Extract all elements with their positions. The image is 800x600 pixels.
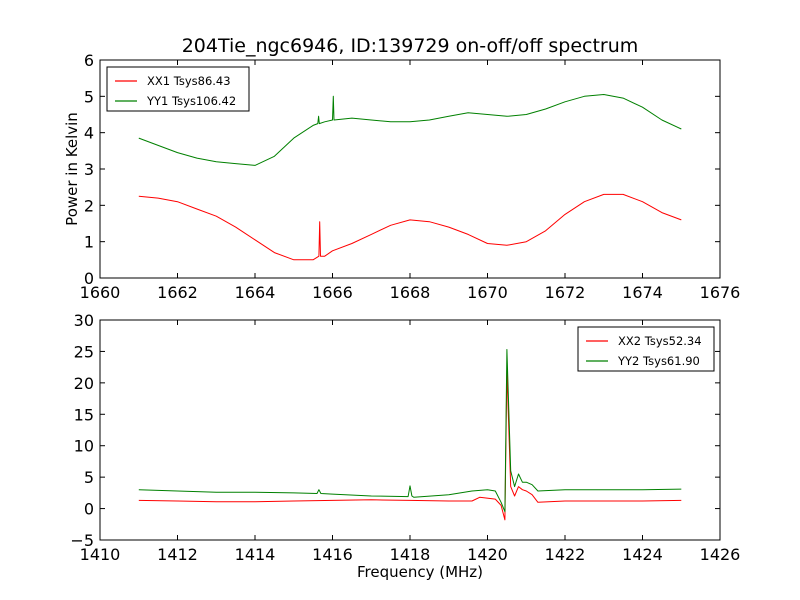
bottom-x-tick-label: 1420 [467, 545, 508, 564]
bottom-series-xx2-line [138, 369, 682, 521]
bottom-x-tick-label: 1422 [545, 545, 586, 564]
top-panel: 1660 1662 1664 1666 1668 1670 1672 1674 1676 0 1 2 3… [63, 51, 740, 302]
figure-title: 204Tie_ngc6946, ID:139729 on-off/off spe… [182, 35, 639, 57]
bottom-legend-box [577, 326, 715, 372]
bottom-y-tick-label: 30 [74, 311, 94, 330]
bottom-y-tick-label: −5 [70, 531, 94, 550]
top-x-tick-label: 1668 [390, 283, 431, 302]
top-y-tick-label: 5 [84, 87, 94, 106]
bottom-y-tick-label: 0 [84, 500, 94, 519]
bottom-y-tick-label: 25 [74, 342, 94, 361]
top-legend-label: XX1 Tsys86.43 [147, 74, 231, 88]
bottom-legend-label: YY2 Tsys61.90 [617, 354, 700, 368]
top-y-tick-label: 6 [84, 51, 94, 70]
bottom-x-tick-label: 1426 [700, 545, 741, 564]
bottom-x-tick-label: 1412 [157, 545, 198, 564]
top-series-xx1-line [138, 193, 682, 261]
top-x-tick-label: 1660 [80, 283, 121, 302]
bottom-series-yy2-line [138, 349, 682, 513]
top-x-tick-label: 1666 [312, 283, 353, 302]
bottom-y-tick-label: 15 [74, 405, 94, 424]
top-x-tick-label: 1662 [157, 283, 198, 302]
top-y-tick-label: 4 [84, 124, 94, 143]
bottom-x-tick-label: 1414 [235, 545, 276, 564]
top-legend-box [106, 66, 250, 112]
top-y-tick-label: 0 [84, 269, 94, 288]
bottom-panel: 1410 1412 1414 1416 1418 1420 1422 1424 1426 −5 0 5… [70, 311, 740, 581]
top-y-tick-label: 2 [84, 196, 94, 215]
bottom-legend-label: XX2 Tsys52.34 [618, 334, 702, 348]
bottom-y-tick-label: 5 [84, 468, 94, 487]
top-x-tick-label: 1664 [235, 283, 276, 302]
top-y-axis-title: Power in Kelvin [63, 112, 81, 226]
bottom-x-tick-label: 1410 [80, 545, 121, 564]
top-y-tick-label: 3 [84, 160, 94, 179]
bottom-y-tick-label: 10 [74, 437, 94, 456]
top-x-tick-label: 1670 [467, 283, 508, 302]
bottom-legend: XX2 Tsys52.34 YY2 Tsys61.90 [577, 326, 715, 372]
bottom-x-tick-label: 1418 [390, 545, 431, 564]
bottom-x-tick-label: 1416 [312, 545, 353, 564]
top-series-yy1-line [138, 94, 682, 166]
top-y-tick-label: 1 [84, 233, 94, 252]
bottom-y-tick-label: 20 [74, 374, 94, 393]
top-x-tick-label: 1674 [622, 283, 663, 302]
top-legend: XX1 Tsys86.43 YY1 Tsys106.42 [106, 66, 250, 112]
bottom-x-tick-label: 1424 [622, 545, 663, 564]
top-legend-label: YY1 Tsys106.42 [146, 94, 236, 108]
bottom-x-axis-title: Frequency (MHz) [357, 563, 483, 581]
top-x-tick-label: 1676 [700, 283, 741, 302]
top-x-tick-label: 1672 [545, 283, 586, 302]
